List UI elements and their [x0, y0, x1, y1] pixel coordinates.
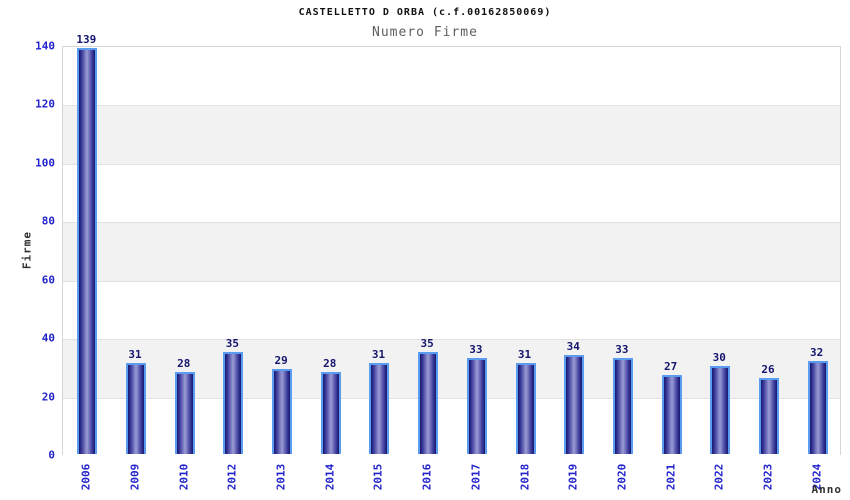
gridline	[63, 163, 840, 165]
bar-value-label: 32	[810, 345, 824, 359]
y-tick-label: 0	[48, 448, 55, 462]
bar-value-label: 28	[323, 357, 337, 371]
bar	[77, 47, 98, 454]
y-tick-label: 80	[41, 214, 55, 228]
bar-value-label: 35	[225, 336, 240, 350]
y-tick-label: 40	[41, 331, 55, 345]
bar	[320, 372, 341, 454]
bar	[223, 351, 244, 454]
bar-value-label: 27	[663, 360, 678, 374]
x-tick-label: 2012	[225, 463, 239, 491]
bar	[466, 357, 487, 454]
gridline	[63, 280, 840, 282]
bar-value-label: 30	[712, 351, 726, 365]
background-band	[63, 105, 840, 164]
bar-value-label: 139	[76, 32, 97, 46]
x-tick-label: 2021	[664, 463, 678, 491]
gridline	[63, 222, 840, 224]
bar-value-label: 33	[469, 342, 483, 356]
x-tick-label: 2016	[420, 463, 434, 491]
chart-subtitle: Numero Firme	[372, 25, 478, 40]
plot-area	[62, 46, 841, 456]
bar	[661, 375, 682, 454]
x-tick-label: 2015	[371, 463, 385, 491]
bar	[272, 369, 293, 454]
bar-value-label: 26	[761, 363, 775, 377]
y-axis-title: Firme	[20, 230, 34, 270]
bar	[612, 357, 633, 454]
background-band	[63, 163, 840, 223]
y-tick-label: 100	[35, 156, 55, 170]
x-tick-label: 2020	[615, 463, 629, 491]
x-axis-title: Anno	[811, 483, 842, 496]
x-tick-label: 2010	[177, 463, 191, 491]
y-tick-label: 60	[41, 273, 55, 287]
x-tick-label: 2023	[761, 463, 775, 491]
bar	[807, 360, 828, 454]
x-tick-label: 2018	[518, 463, 532, 491]
x-tick-label: 2013	[274, 463, 288, 491]
y-tick-label: 140	[35, 39, 55, 53]
bar-value-label: 31	[128, 348, 142, 362]
chart-title: CASTELLETTO D ORBA (c.f.00162850069)	[298, 7, 552, 18]
x-tick-label: 2006	[79, 463, 93, 491]
y-tick-label: 120	[35, 97, 55, 111]
bar	[174, 372, 195, 454]
gridline	[63, 339, 840, 341]
gridline	[63, 105, 840, 107]
bar-value-label: 31	[517, 348, 532, 362]
bar-value-label: 33	[615, 342, 629, 356]
background-band	[63, 47, 840, 106]
background-band	[63, 280, 840, 340]
bar	[515, 363, 536, 454]
bar-value-label: 34	[566, 339, 580, 353]
x-tick-label: 2009	[128, 463, 142, 491]
bar-value-label: 35	[420, 336, 434, 350]
bar	[126, 363, 147, 454]
bar	[369, 363, 390, 454]
background-band	[63, 222, 840, 281]
x-tick-label: 2014	[323, 463, 337, 491]
gridline	[63, 397, 840, 399]
bar-value-label: 28	[177, 357, 191, 371]
bar-value-label: 31	[371, 348, 386, 362]
bar-value-label: 29	[274, 354, 288, 368]
x-tick-label: 2019	[566, 463, 580, 491]
bar	[418, 351, 439, 454]
x-tick-label: 2017	[469, 463, 483, 491]
y-tick-label: 20	[41, 390, 55, 404]
bar	[710, 366, 731, 454]
bar	[564, 354, 585, 454]
x-tick-label: 2022	[712, 463, 726, 491]
bar	[758, 378, 779, 454]
